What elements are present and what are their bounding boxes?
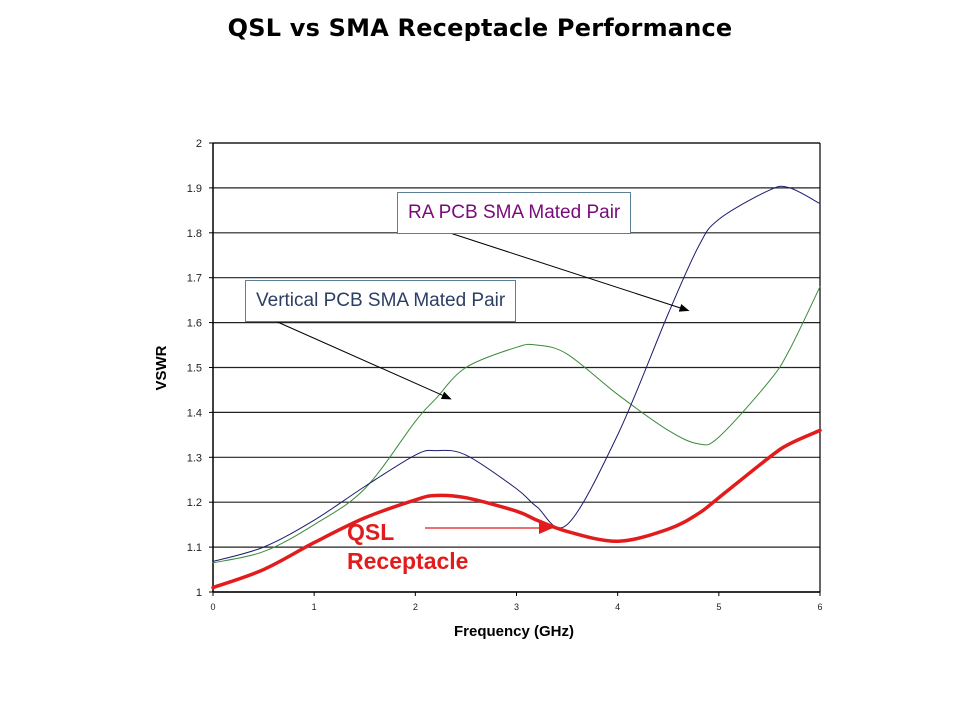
y-axis-label: VSWR	[153, 345, 170, 390]
y-tick-label: 1	[196, 587, 202, 599]
y-tick-label: 1.3	[187, 452, 202, 464]
x-tick-label: 6	[817, 602, 822, 612]
y-tick-label: 1.2	[187, 497, 202, 509]
y-tick-label: 1.1	[187, 542, 202, 554]
y-tick-label: 2	[196, 138, 202, 150]
x-axis-label: Frequency (GHz)	[454, 623, 574, 640]
chart-title: QSL vs SMA Receptacle Performance	[227, 14, 733, 42]
series-line-vertical-pcb-sma	[212, 286, 821, 564]
annotation-qsl-line2: Receptacle	[347, 548, 469, 574]
x-tick-label: 2	[413, 602, 418, 612]
arrow-vertical-pcb-sma	[272, 319, 452, 400]
y-tick-label: 1.6	[187, 318, 202, 330]
y-tick-label: 1.7	[187, 273, 202, 285]
series-line-ra-pcb-sma	[212, 185, 821, 562]
x-tick-labels: 0 1 2 3 4 5 6	[210, 602, 822, 612]
arrow-ra-pcb-sma	[446, 231, 690, 312]
x-tick-label: 5	[716, 602, 721, 612]
y-tick-label: 1.8	[187, 228, 202, 240]
x-tick-label: 3	[514, 602, 519, 612]
gridlines	[209, 142, 820, 593]
y-tick-label: 1.9	[187, 183, 202, 195]
y-tick-label: 1.5	[187, 363, 202, 375]
series-line-qsl-receptacle	[211, 428, 822, 590]
x-tick-label: 0	[210, 602, 215, 612]
x-tick-label: 4	[615, 602, 620, 612]
y-tick-labels: 1 1.1 1.2 1.3 1.4 1.5 1.6 1.7 1.8 1.9 2	[187, 138, 202, 599]
axes	[212, 143, 821, 596]
x-tick-label: 1	[312, 602, 317, 612]
annotation-vertical-pcb-sma: Vertical PCB SMA Mated Pair	[245, 280, 517, 322]
annotation-arrows	[272, 231, 690, 534]
annotation-qsl-line1: QSL	[347, 519, 395, 545]
series-lines	[211, 185, 822, 590]
y-tick-label: 1.4	[187, 407, 202, 419]
annotation-ra-pcb-sma: RA PCB SMA Mated Pair	[397, 192, 632, 234]
annotation-qsl-receptacle: QSL Receptacle	[347, 518, 468, 576]
